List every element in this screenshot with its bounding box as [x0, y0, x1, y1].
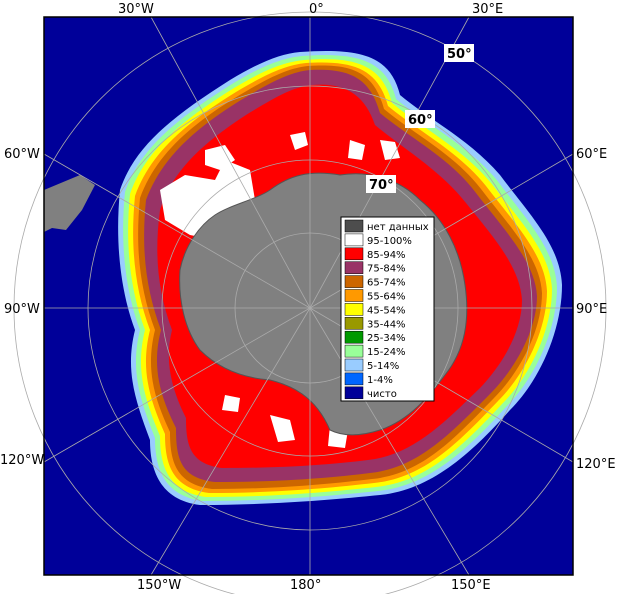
longitude-label-left-60w: 60°W: [4, 147, 40, 162]
legend-swatch: [344, 330, 364, 344]
legend-swatch: [344, 233, 364, 247]
legend-swatch: [344, 261, 364, 274]
legend-label: 1-4%: [367, 375, 393, 386]
legend-swatch: [344, 344, 364, 358]
longitude-label-left-120w: 120°W: [0, 453, 44, 468]
latitude-labels: 50° 60° 70°: [366, 44, 474, 193]
legend-label: 35-44%: [367, 319, 406, 330]
legend-swatch: [344, 219, 364, 233]
ice-patch-95-100: [290, 132, 308, 150]
longitude-label-right-60e: 60°E: [576, 147, 607, 162]
longitude-label-bottom-150e: 150°E: [451, 578, 491, 593]
legend-label: 65-74%: [367, 278, 406, 289]
graticule: [13, 11, 607, 594]
latitude-circle-50: [13, 11, 607, 594]
longitude-label-top-0: 0°: [309, 2, 324, 17]
meridian-lines: [43, 16, 574, 576]
longitude-label-bottom-180: 180°: [290, 578, 321, 593]
latitude-label-70: 70°: [369, 178, 394, 193]
legend-label: 55-64%: [367, 292, 406, 303]
legend-label: 25-34%: [367, 333, 406, 344]
ice-patch-95-100: [380, 140, 400, 160]
longitude-label-top-30w: 30°W: [118, 2, 154, 17]
legend-swatch: [344, 289, 364, 302]
legend-swatch: [344, 275, 364, 288]
legend: нет данных 95-100% 85-94% 75-84% 65-74% 55-64…: [340, 216, 435, 402]
legend-label: 85-94%: [367, 250, 406, 261]
legend-label: чисто: [367, 389, 397, 400]
latitude-label-60: 60°: [408, 113, 433, 128]
longitude-label-right-90e: 90°E: [576, 302, 607, 317]
legend-swatch: [344, 372, 364, 386]
legend-swatch: [344, 317, 364, 330]
longitude-label-top-30e: 30°E: [472, 2, 503, 17]
ice-patch-95-100: [348, 140, 365, 160]
longitude-label-left-90w: 90°W: [4, 302, 40, 317]
legend-label: 45-54%: [367, 305, 406, 316]
legend-label: 95-100%: [367, 236, 412, 247]
latitude-label-50: 50°: [447, 47, 472, 62]
legend-swatch: [344, 386, 364, 400]
south-america-land: [44, 175, 95, 232]
ice-patch-95-100: [270, 415, 295, 442]
map-frame: [43, 16, 574, 576]
legend-label: 15-24%: [367, 347, 406, 358]
longitude-label-right-120e: 120°E: [576, 457, 616, 472]
legend-swatch: [344, 358, 364, 372]
legend-swatch: [344, 247, 364, 261]
ice-patch-95-100: [222, 395, 240, 412]
legend-label: 5-14%: [367, 361, 399, 372]
longitude-label-bottom-150w: 150°W: [137, 578, 181, 593]
legend-swatch: [344, 303, 364, 316]
ice-patch-95-100: [205, 145, 235, 170]
legend-label: нет данных: [367, 222, 429, 233]
legend-label: 75-84%: [367, 264, 406, 275]
